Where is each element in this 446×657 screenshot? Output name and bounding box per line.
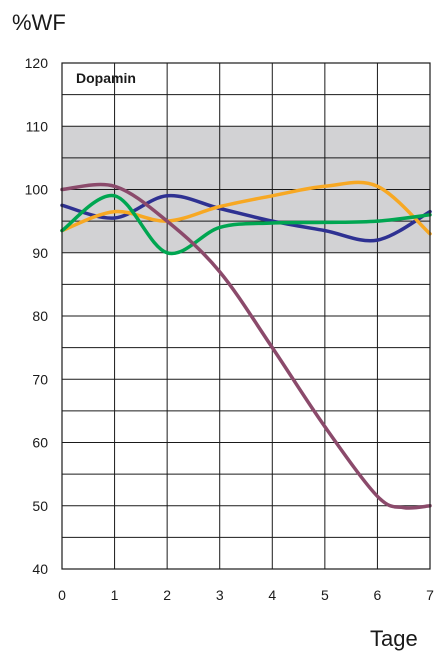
y-tick-label: 80 <box>32 308 48 324</box>
y-tick-label: 100 <box>25 182 49 198</box>
series-lines <box>60 180 432 510</box>
series-line-4 <box>60 182 432 510</box>
x-tick-label: 5 <box>321 587 329 603</box>
series-line-1 <box>60 193 432 243</box>
x-axis-label: Tage <box>370 626 418 651</box>
chart-title: Dopamin <box>76 70 136 86</box>
gridlines <box>62 63 430 569</box>
plot-frame <box>61 62 431 570</box>
x-tick-label: 6 <box>374 587 382 603</box>
y-axis-label: %WF <box>12 10 66 35</box>
x-tick-label: 1 <box>111 587 119 603</box>
series-line-3 <box>60 194 432 256</box>
x-tick-label: 4 <box>268 587 276 603</box>
x-tick-label: 7 <box>426 587 434 603</box>
x-tick-label: 2 <box>163 587 171 603</box>
y-tick-label: 60 <box>32 435 48 451</box>
series-line-2 <box>60 180 432 236</box>
x-tick-label: 0 <box>58 587 66 603</box>
y-tick-label: 50 <box>32 498 48 514</box>
y-tick-label: 90 <box>32 245 48 261</box>
y-tick-label: 110 <box>26 118 49 134</box>
y-tick-label: 40 <box>32 561 48 577</box>
plot-border <box>61 62 431 570</box>
y-tick-label: 120 <box>25 55 49 71</box>
tick-labels: 40 50 60 70 80 90 100 110 120 0 1 2 3 4 5 6 7 <box>25 55 434 603</box>
x-tick-label: 3 <box>216 587 224 603</box>
y-tick-label: 70 <box>32 371 48 387</box>
